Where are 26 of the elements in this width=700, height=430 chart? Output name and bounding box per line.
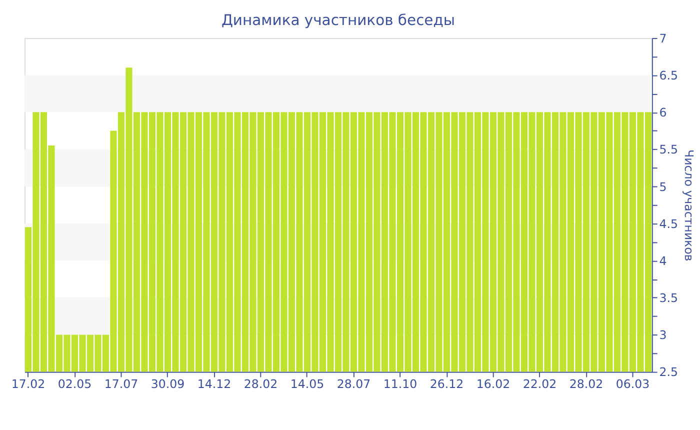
x-tick-label: 28.07 xyxy=(336,376,371,391)
y-tick-label: 5.5 xyxy=(659,142,678,157)
y-tick-label: 6.5 xyxy=(659,68,678,82)
x-tick-label: 16.02 xyxy=(476,376,510,391)
x-tick-label: 17.07 xyxy=(104,376,138,391)
y-tick-label: 5 xyxy=(659,180,667,194)
y-tick-label: 6 xyxy=(659,106,667,120)
y-tick-label: 7 xyxy=(659,31,667,46)
x-tick-label: 28.02 xyxy=(244,376,278,391)
x-tick-label: 06.03 xyxy=(616,376,650,391)
y-tick-label: 2.5 xyxy=(659,365,678,380)
y-tick-label: 3 xyxy=(659,328,667,342)
x-tick-label: 28.02 xyxy=(569,376,604,391)
x-tick-label: 14.05 xyxy=(290,376,324,391)
chart-title: Динамика участников беседы xyxy=(221,12,456,30)
y-tick-label: 4.5 xyxy=(659,216,678,231)
x-tick-label: 11.10 xyxy=(383,376,418,391)
x-tick-label: 17.02 xyxy=(11,376,46,391)
y-axis-title: Число участников xyxy=(682,150,696,262)
y-tick-label: 4 xyxy=(659,254,667,268)
x-tick-label: 30.09 xyxy=(150,376,185,391)
x-tick-label: 26.12 xyxy=(430,376,464,391)
x-tick-label: 22.02 xyxy=(522,376,557,391)
x-tick-label: 02.05 xyxy=(58,376,92,391)
y-tick-label: 3.5 xyxy=(659,291,678,306)
x-tick-label: 14.12 xyxy=(197,376,232,391)
